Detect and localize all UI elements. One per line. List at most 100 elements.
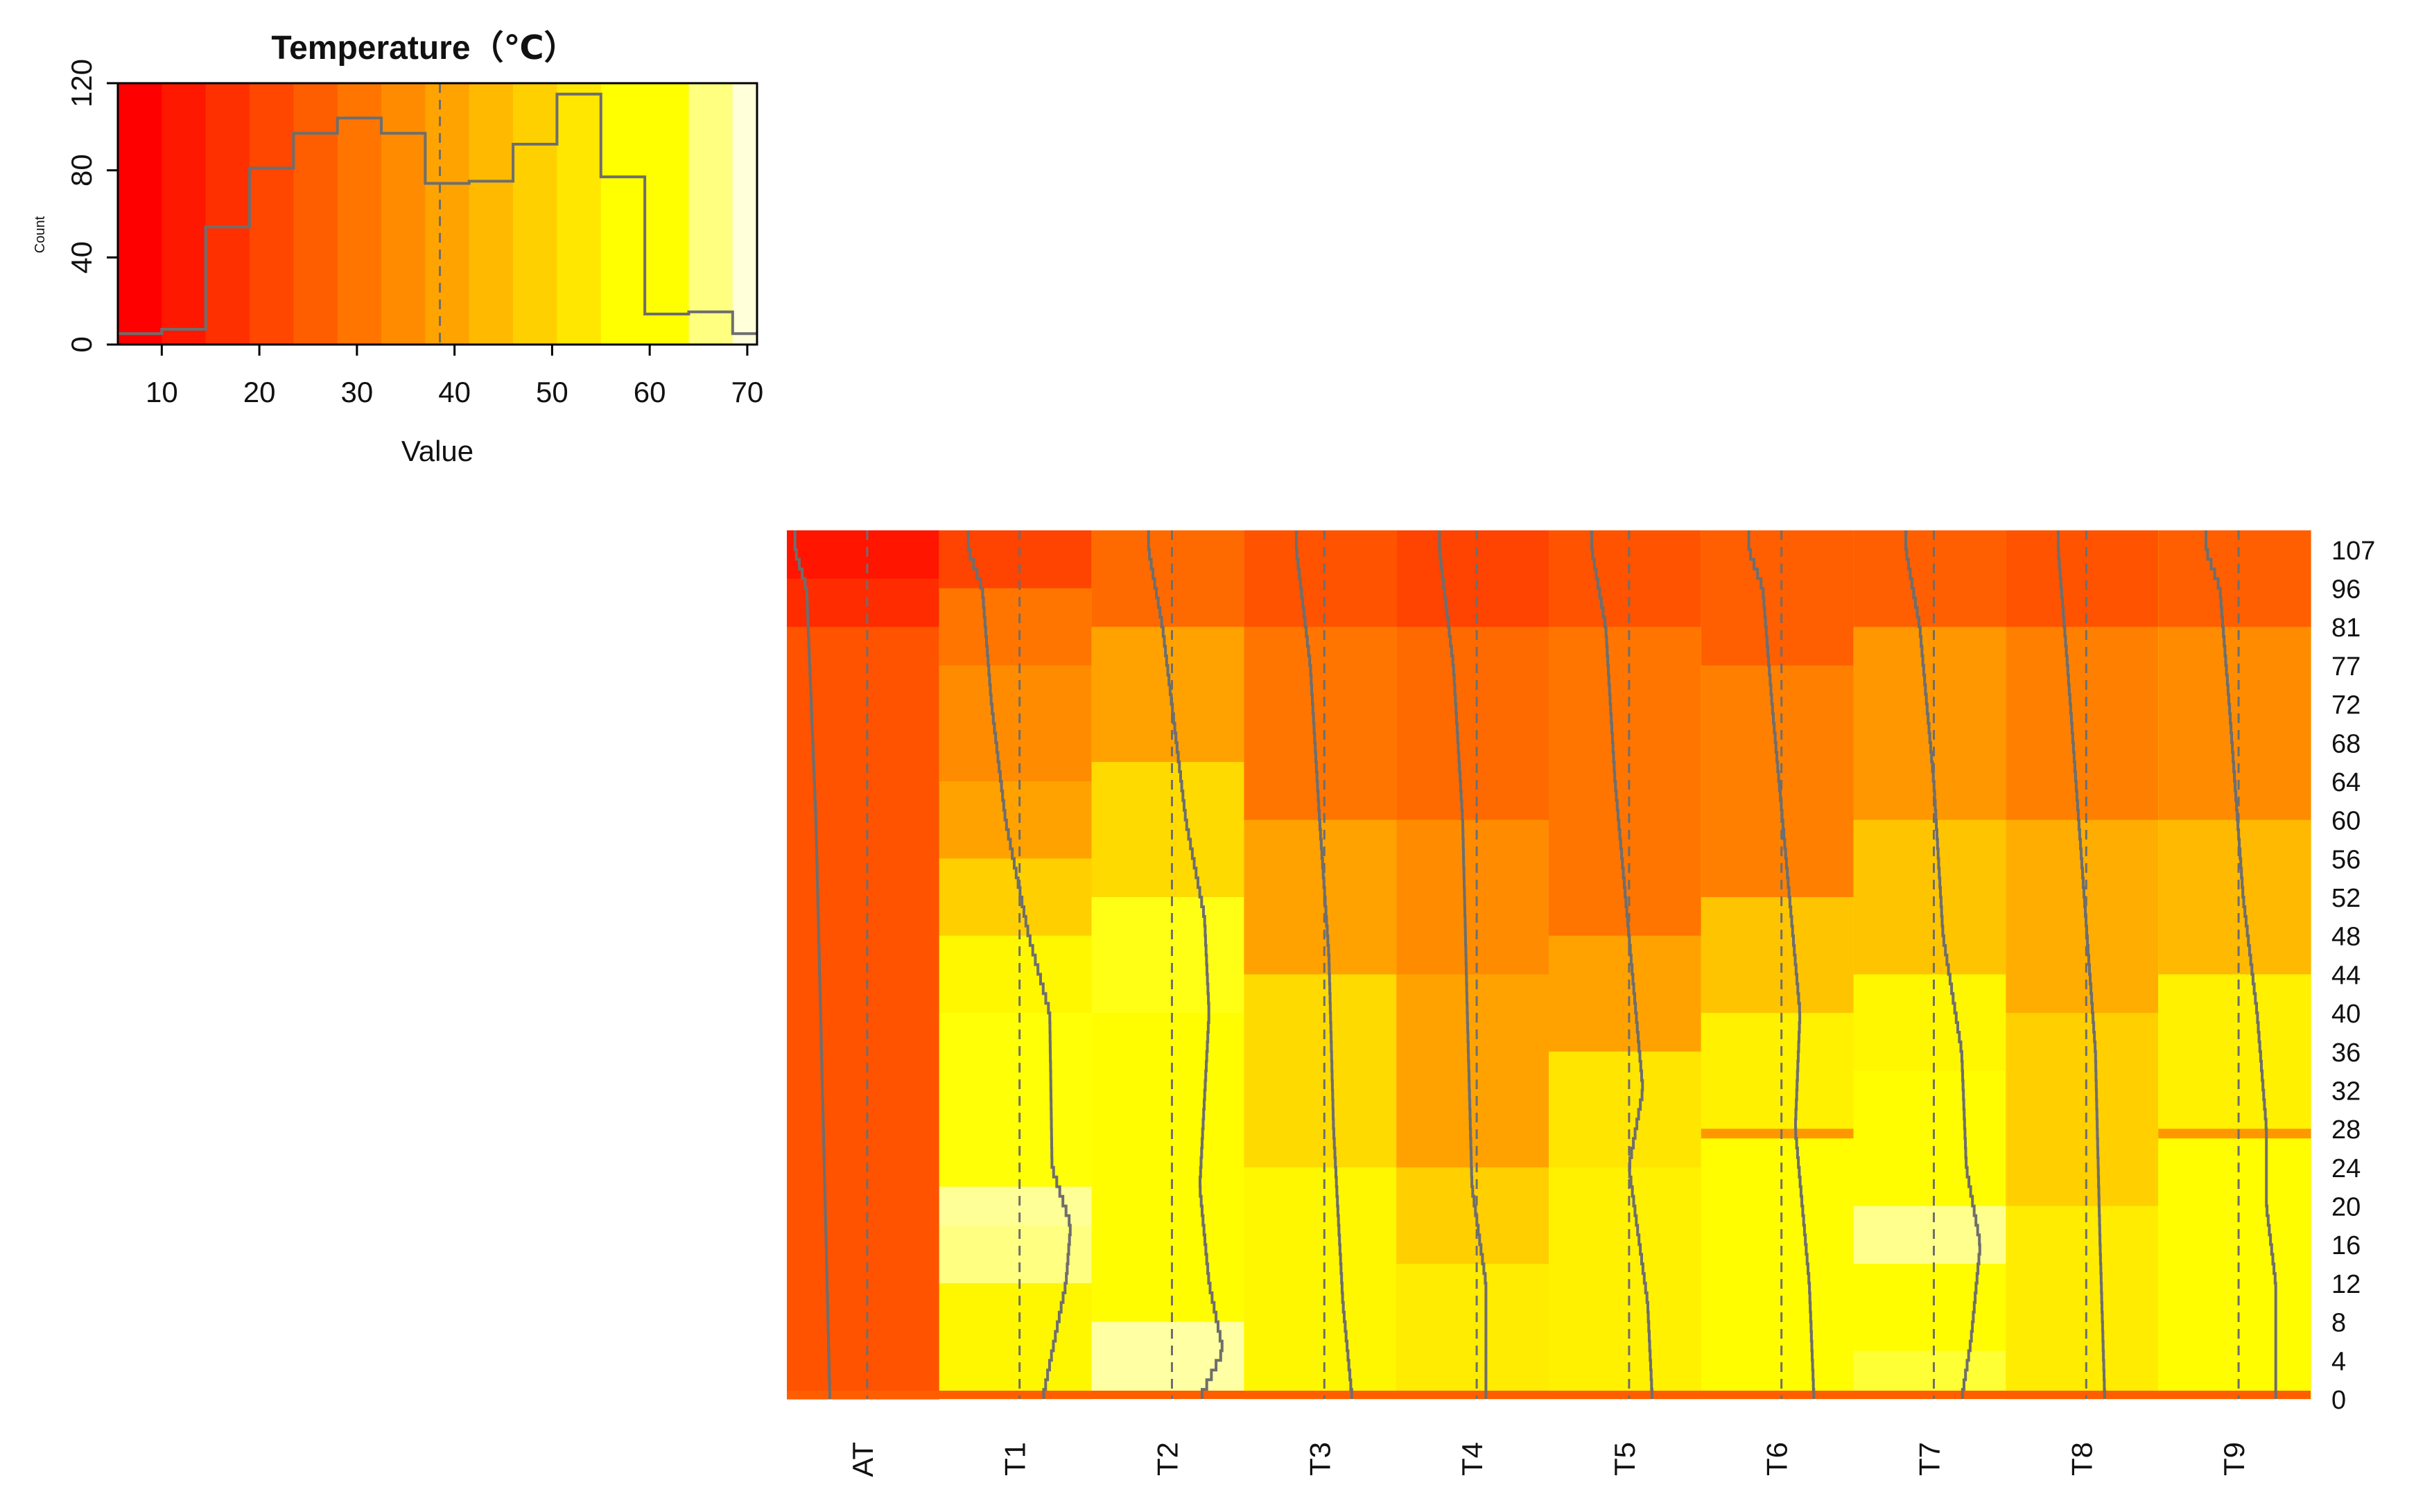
color-key-bin-13 (688, 83, 733, 345)
heatmap-row-label: 52 (2331, 884, 2361, 913)
heatmap-cell-T5-4 (1549, 1167, 1702, 1400)
heatmap-column-label: T5 (1608, 1442, 1641, 1476)
heatmap-row-label: 64 (2331, 768, 2361, 797)
color-key-y-tick-label: 120 (65, 59, 98, 107)
heatmap-column-label: AT (846, 1442, 879, 1477)
color-key-y-label: Count (33, 216, 48, 253)
heatmap-cell-T1-2 (939, 665, 1093, 782)
heatmap-cell-T7-0 (1853, 530, 2006, 627)
color-key-y-tick-label: 40 (65, 241, 98, 274)
heatmap-cell-T3-1 (1244, 627, 1397, 821)
heatmap-cell-T1-3 (939, 781, 1093, 859)
heatmap-cell-T2-4 (1091, 1013, 1244, 1207)
heatmap-cell-T7-5 (1853, 1206, 2006, 1265)
heatmap-row-label: 40 (2331, 1000, 2361, 1029)
heatmap-cell-T3-0 (1244, 530, 1397, 627)
heatmap-cell-T5-0 (1549, 530, 1702, 627)
color-key-bin-14 (732, 83, 758, 345)
color-key-y-tick-label: 0 (65, 336, 98, 352)
color-key-bin-5 (337, 83, 382, 345)
color-key-x-tick-label: 40 (438, 376, 471, 408)
heatmap-trace-T9 (2205, 530, 2277, 1399)
heatmap-cell-T1-1 (939, 588, 1093, 666)
heatmap-row-label: 56 (2331, 845, 2361, 874)
heatmap-cell-T2-5 (1091, 1206, 1244, 1323)
color-key-bin-12 (645, 83, 689, 345)
heatmap-column-label: T8 (2065, 1442, 2098, 1476)
heatmap-row-labels: 0481216202428323640444852566064687277819… (2331, 537, 2375, 1415)
heatmap-row-label: 0 (2331, 1386, 2346, 1415)
heatmap-row-label: 77 (2331, 652, 2361, 681)
heatmap-cell-T4-3 (1396, 974, 1549, 1168)
heatmap-cell-T9-3 (2158, 974, 2311, 1129)
color-key-bin-2 (205, 83, 250, 345)
color-key-x-axis: 10 20 30 40 50 60 70 (146, 345, 763, 408)
heatmap-row-label: 36 (2331, 1039, 2361, 1068)
heatmap-trace-AT (793, 530, 831, 1399)
heatmap-column-label: T6 (1761, 1442, 1793, 1476)
heatmap-cell-T6-3 (1701, 1013, 1854, 1129)
heatmap-cell-T8-1 (2006, 627, 2159, 821)
color-key-title: Temperature（℃） (271, 30, 577, 67)
heatmap-trace-T6 (1747, 530, 1816, 1399)
color-key-x-tick-label: 30 (341, 376, 374, 408)
heatmap-row-label: 72 (2331, 691, 2361, 720)
heatmap-row-label: 81 (2331, 614, 2361, 643)
heatmap-cell-T2-0 (1091, 530, 1244, 627)
heatmap-trace-T2 (1147, 530, 1224, 1399)
heatmap-row-label: 107 (2331, 537, 2375, 566)
color-key-y-axis: 0 40 80 120 (65, 59, 119, 353)
color-key-x-tick-label: 50 (536, 376, 568, 408)
heatmap-row-label: 4 (2331, 1347, 2346, 1376)
heatmap-cell-AT-2 (787, 627, 940, 1400)
heatmap-cell-T9-0 (2158, 530, 2311, 627)
heatmap-row-label: 60 (2331, 807, 2361, 836)
color-key-bin-7 (425, 83, 470, 345)
heatmap-row-label: 16 (2331, 1231, 2361, 1260)
heatmap-cell-T1-0 (939, 530, 1093, 589)
heatmap-cell-T3-3 (1244, 974, 1397, 1168)
heatmap-cell-T9-4 (2158, 1129, 2311, 1139)
color-key: Temperature（℃） 10 20 30 40 50 60 70 0 40 80 120 V… (33, 30, 763, 467)
heatmap-cell-AT-1 (787, 578, 940, 627)
color-key-histogram-line (118, 92, 757, 336)
heatmap-row-label: 8 (2331, 1309, 2346, 1338)
heatmap-column-label: T9 (2218, 1442, 2250, 1476)
color-key-bin-9 (513, 83, 557, 345)
color-key-y-tick-label: 80 (65, 154, 98, 186)
heatmap-cell-T7-3 (1853, 974, 2006, 1072)
color-key-bin-4 (293, 83, 338, 345)
heatmap-column-label: T2 (1151, 1442, 1184, 1476)
heatmap-cell-T7-6 (1853, 1264, 2006, 1351)
color-key-bin-11 (600, 83, 645, 345)
heatmap-row-label: 28 (2331, 1115, 2361, 1145)
color-key-x-tick-label: 70 (731, 376, 764, 408)
heatmap-row-label: 12 (2331, 1270, 2361, 1299)
heatmap-row-label: 48 (2331, 923, 2361, 952)
heatmap-column-label: T3 (1303, 1442, 1336, 1476)
color-key-x-tick-label: 20 (243, 376, 276, 408)
heatmap-cell-T4-1 (1396, 627, 1549, 821)
heatmap-cell-T4-0 (1396, 530, 1549, 627)
heatmap-cell-T7-2 (1853, 819, 2006, 975)
heatmap: 0481216202428323640444852566064687277819… (787, 530, 2375, 1477)
heatmap-trace-T7 (1904, 530, 1981, 1399)
heatmap-row-label: 68 (2331, 729, 2361, 758)
heatmap-trace-T8 (2056, 530, 2106, 1399)
heatmap-cell-T8-3 (2006, 1013, 2159, 1207)
color-key-bin-10 (557, 83, 602, 345)
heatmap-cell-T6-5 (1701, 1138, 1854, 1400)
heatmap-cell-T9-2 (2158, 819, 2311, 975)
heatmap-cell-T2-1 (1091, 627, 1244, 763)
heatmap-column-label: T7 (1913, 1442, 1946, 1476)
color-key-bin-8 (469, 83, 514, 345)
color-key-bin-6 (381, 83, 426, 345)
heatmap-cell-T7-4 (1853, 1070, 2006, 1207)
heatmap-cell-T3-4 (1244, 1167, 1397, 1400)
heatmap-bottom-row (787, 1391, 2311, 1399)
color-key-bin-3 (250, 83, 294, 345)
heatmap-cell-T1-9 (939, 1283, 1093, 1400)
color-key-x-tick-label: 60 (634, 376, 666, 408)
heatmap-column-label: T4 (1456, 1442, 1488, 1476)
heatmap-cell-T6-2 (1701, 897, 1854, 1014)
